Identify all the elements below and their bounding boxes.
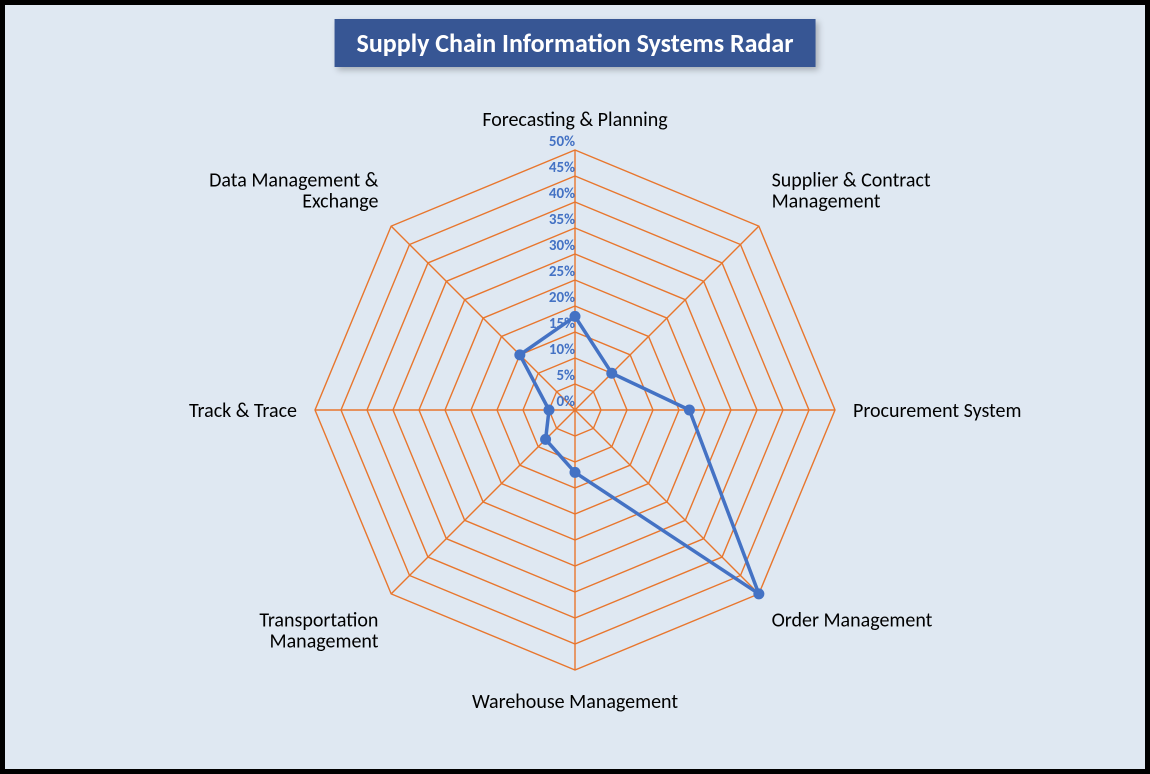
axis-label: Procurement System — [853, 399, 1021, 423]
axis-label: Forecasting & Planning — [482, 108, 668, 132]
radar-axis-labels: Forecasting & Planning Supplier & Contrac… — [189, 108, 1021, 714]
tick-label: 35% — [549, 211, 575, 229]
data-point-marker — [544, 405, 555, 416]
data-point-marker — [684, 405, 695, 416]
tick-label: 50% — [549, 133, 575, 151]
chart-frame: Supply Chain Information Systems Radar 0… — [0, 0, 1150, 774]
tick-label: 20% — [549, 289, 575, 307]
radar-tick-labels: 0%5%10%15%20%25%30%35%40%45%50% — [549, 133, 575, 411]
data-point-marker — [753, 588, 764, 599]
axis-label: Track & Trace — [189, 399, 297, 423]
data-point-marker — [606, 368, 617, 379]
axis-label: Data Management &Exchange — [209, 168, 379, 213]
tick-label: 45% — [549, 159, 575, 177]
tick-label: 5% — [556, 367, 575, 385]
data-point-marker — [514, 349, 525, 360]
axis-label: TransportationManagement — [259, 609, 378, 654]
tick-label: 25% — [549, 263, 575, 281]
tick-label: 30% — [549, 237, 575, 255]
data-point-marker — [570, 311, 581, 322]
tick-label: 40% — [549, 185, 575, 203]
tick-label: 0% — [556, 393, 575, 411]
axis-label: Order Management — [772, 609, 933, 633]
data-point-marker — [540, 434, 551, 445]
data-point-marker — [570, 467, 581, 478]
axis-label: Warehouse Management — [472, 690, 678, 714]
tick-label: 10% — [549, 341, 575, 359]
axis-label: Supplier & ContractManagement — [772, 168, 931, 213]
radar-chart: 0%5%10%15%20%25%30%35%40%45%50% Forecast… — [5, 5, 1145, 769]
